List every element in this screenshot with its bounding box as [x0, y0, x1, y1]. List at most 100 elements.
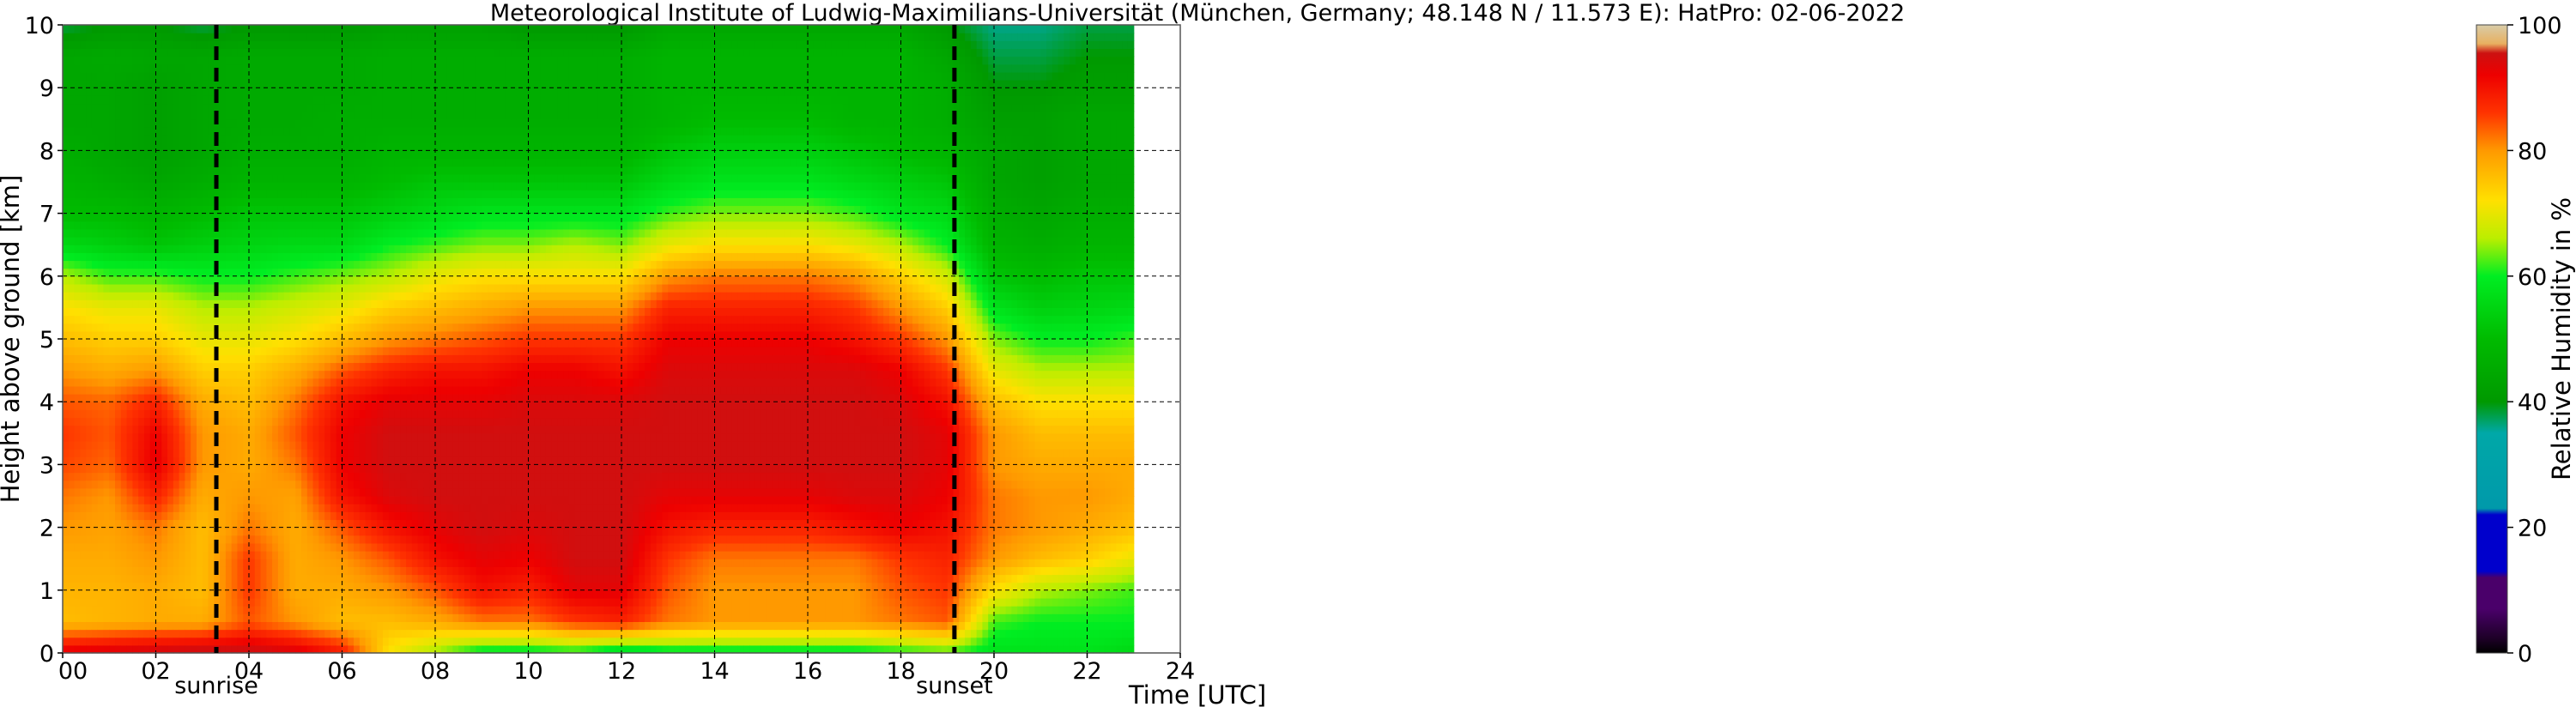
heatmap-cell: [406, 126, 413, 136]
heatmap-cell: [318, 394, 325, 402]
heatmap-cell: [406, 425, 413, 434]
heatmap-cell: [283, 354, 291, 364]
heatmap-cell: [400, 394, 407, 402]
heatmap-cell: [423, 574, 430, 583]
heatmap-cell: [406, 644, 413, 654]
heatmap-cell: [167, 440, 174, 450]
heatmap-cell: [330, 480, 337, 489]
heatmap-cell: [394, 606, 401, 614]
heatmap-cell: [202, 182, 209, 190]
heatmap-cell: [126, 228, 133, 238]
heatmap-cell: [80, 339, 87, 347]
heatmap-cell: [394, 228, 401, 238]
heatmap-cell: [312, 126, 319, 136]
heatmap-cell: [377, 385, 384, 395]
heatmap-cell: [330, 417, 337, 426]
heatmap-cell: [260, 103, 267, 112]
heatmap-cell: [382, 205, 390, 215]
heatmap-cell: [220, 237, 227, 245]
heatmap-cell: [115, 245, 122, 253]
heatmap-cell: [359, 511, 367, 521]
heatmap-cell: [312, 456, 319, 465]
heatmap-cell: [155, 409, 162, 419]
heatmap-cell: [324, 511, 331, 521]
heatmap-cell: [406, 456, 413, 465]
heatmap-cell: [295, 190, 302, 198]
heatmap-cell: [301, 511, 308, 521]
heatmap-cell: [115, 33, 122, 41]
heatmap-cell: [249, 440, 256, 450]
heatmap-cell: [318, 637, 325, 646]
heatmap-cell: [68, 417, 76, 426]
heatmap-cell: [272, 535, 279, 544]
heatmap-cell: [231, 566, 239, 576]
heatmap-cell: [312, 292, 319, 300]
heatmap-cell: [371, 103, 378, 112]
heatmap-cell: [354, 299, 361, 308]
heatmap-cell: [74, 205, 81, 215]
heatmap-cell: [243, 504, 250, 512]
heatmap-cell: [143, 182, 151, 190]
heatmap-cell: [191, 252, 197, 262]
heatmap-cell: [115, 150, 122, 160]
heatmap-cell: [306, 103, 314, 112]
heatmap-cell: [126, 88, 133, 96]
heatmap-cell: [277, 135, 285, 143]
heatmap-cell: [312, 589, 319, 599]
heatmap-cell: [91, 150, 99, 160]
heatmap-cell: [214, 126, 221, 136]
heatmap-cell: [132, 378, 139, 387]
heatmap-cell: [406, 80, 413, 88]
heatmap-cell: [155, 385, 162, 395]
heatmap-cell: [272, 551, 279, 559]
heatmap-cell: [97, 205, 105, 215]
heatmap-cell: [377, 197, 384, 207]
heatmap-cell: [86, 283, 93, 293]
heatmap-cell: [417, 480, 425, 489]
heatmap-cell: [324, 197, 331, 207]
heatmap-cell: [371, 71, 378, 81]
heatmap-cell: [161, 613, 168, 622]
heatmap-cell: [68, 409, 76, 419]
heatmap-cell: [179, 33, 186, 41]
heatmap-cell: [365, 142, 373, 151]
heatmap-cell: [68, 213, 76, 222]
heatmap-cell: [277, 480, 285, 489]
chart-title: Meteorological Institute of Ludwig-Maxim…: [490, 0, 1905, 27]
heatmap-cell: [220, 487, 227, 497]
heatmap-cell: [173, 432, 180, 442]
heatmap-cell: [161, 260, 168, 269]
heatmap-cell: [306, 597, 314, 607]
heatmap-cell: [411, 245, 419, 253]
heatmap-cell: [272, 182, 279, 190]
heatmap-cell: [63, 559, 70, 567]
heatmap-cell: [138, 63, 145, 73]
heatmap-cell: [266, 378, 273, 387]
heatmap-cell: [179, 637, 186, 646]
heatmap-cell: [143, 449, 151, 457]
heatmap-cell: [155, 566, 162, 576]
heatmap-cell: [208, 173, 215, 183]
heatmap-cell: [249, 370, 256, 379]
heatmap-cell: [406, 511, 413, 521]
heatmap-cell: [249, 182, 256, 190]
heatmap-cell: [214, 637, 221, 646]
heatmap-cell: [243, 440, 250, 450]
heatmap-cell: [342, 566, 349, 576]
heatmap-cell: [388, 637, 396, 646]
heatmap-cell: [406, 213, 413, 222]
heatmap-cell: [208, 440, 215, 450]
heatmap-cell: [237, 559, 244, 567]
heatmap-cell: [115, 535, 122, 544]
heatmap-cell: [155, 307, 162, 317]
heatmap-cell: [295, 566, 302, 576]
heatmap-cell: [225, 472, 233, 481]
heatmap-cell: [272, 504, 279, 512]
heatmap-cell: [202, 135, 209, 143]
heatmap-cell: [86, 182, 93, 190]
heatmap-cell: [231, 519, 239, 529]
heatmap-cell: [80, 182, 87, 190]
heatmap-cell: [231, 205, 239, 215]
heatmap-cell: [220, 166, 227, 175]
heatmap-cell: [354, 63, 361, 73]
